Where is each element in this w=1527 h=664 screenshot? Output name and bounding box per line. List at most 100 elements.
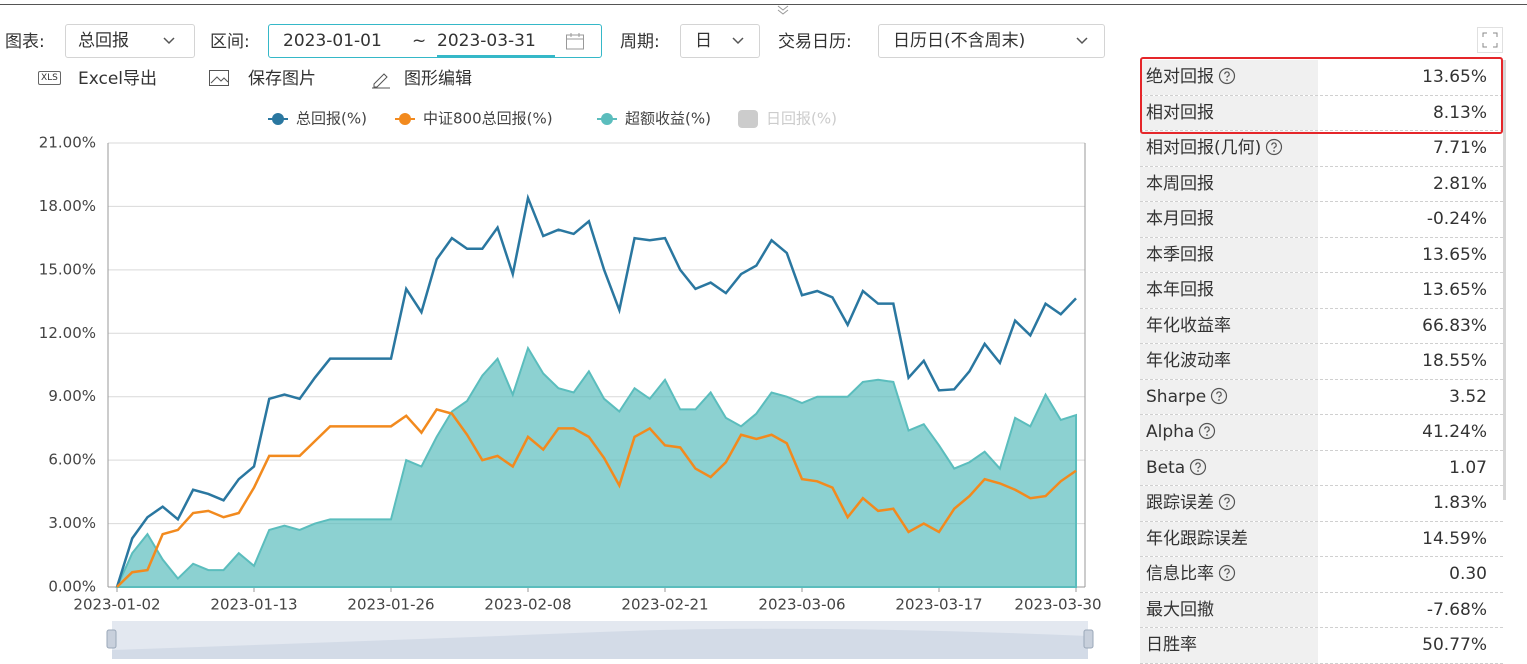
metric-row: 本季回报 13.65% — [1140, 237, 1503, 273]
metric-label-cell: 相对回报 — [1140, 95, 1318, 130]
area — [115, 345, 1077, 588]
date-end: 2023-03-31 — [437, 31, 536, 51]
help-icon[interactable] — [1198, 422, 1216, 440]
metric-value: -7.68% — [1426, 599, 1487, 620]
metric-row: 本月回报 -0.24% — [1140, 202, 1503, 238]
x-tick-label: 2023-02-08 — [484, 596, 571, 614]
metric-label: 相对回报(几何) — [1146, 138, 1262, 158]
active-underline — [437, 55, 555, 57]
metric-label: 相对回报 — [1146, 102, 1214, 123]
x-tick-label: 2023-01-26 — [347, 596, 434, 614]
metric-value: 1.07 — [1449, 457, 1487, 478]
metric-label-cell: 最大回撤 — [1140, 592, 1318, 627]
fullscreen-icon[interactable] — [1477, 27, 1503, 53]
metric-value: 13.65% — [1422, 244, 1487, 265]
select-text: 日 — [695, 31, 712, 51]
metric-row: 本年回报 13.65% — [1140, 273, 1503, 309]
legend-label: 超额收益(%) — [625, 110, 711, 128]
metric-row: 年化波动率 18.55% — [1140, 344, 1503, 380]
metric-row: Beta 1.07 — [1140, 450, 1503, 486]
collapse-icon[interactable] — [775, 4, 791, 16]
metric-label: Beta — [1146, 457, 1186, 478]
metric-label: 最大回撤 — [1146, 599, 1214, 620]
metric-value: 41.24% — [1422, 422, 1487, 442]
metric-label-cell: Alpha — [1140, 415, 1318, 450]
help-icon[interactable] — [1189, 458, 1207, 476]
date-start: 2023-01-01 — [283, 31, 382, 51]
metric-label-cell: 本年回报 — [1140, 273, 1318, 308]
help-icon[interactable] — [1210, 387, 1228, 405]
line — [116, 407, 1077, 588]
label: 区间: — [210, 32, 250, 52]
metric-label: 年化收益率 — [1146, 315, 1231, 336]
highlight-box — [1140, 57, 1503, 134]
y-tick-label: 12.00% — [39, 324, 96, 342]
select[interactable]: 日历日(不含周末) — [878, 24, 1105, 58]
metric-row: 相对回报 8.13% — [1140, 95, 1503, 131]
y-tick-label: 21.00% — [39, 134, 96, 152]
zoom-handle[interactable] — [1083, 629, 1094, 649]
metric-label-cell: 年化收益率 — [1140, 308, 1318, 343]
metric-row: Sharpe 3.52 — [1140, 379, 1503, 415]
select[interactable]: 日 — [680, 24, 760, 58]
x-tick-label: 2023-03-17 — [895, 596, 982, 614]
metric-label-cell: 跟踪误差 — [1140, 486, 1318, 521]
xls-icon: XLS — [38, 71, 61, 85]
date-range[interactable]: 2023-01-01 ~ 2023-03-31 — [268, 24, 602, 58]
zoom-handle[interactable] — [106, 629, 117, 649]
metric-label-cell: 日胜率 — [1140, 628, 1318, 663]
label: 交易日历: — [778, 32, 852, 52]
y-tick-label: 9.00% — [48, 387, 96, 405]
metric-value: 66.83% — [1422, 315, 1487, 336]
metric-label-cell: 相对回报(几何) — [1140, 131, 1318, 166]
image-icon — [209, 70, 229, 86]
y-tick-label: 18.00% — [39, 197, 96, 215]
metric-label: 本年回报 — [1146, 280, 1214, 300]
date-sep: ~ — [412, 31, 427, 51]
metric-label: 本季回报 — [1146, 244, 1214, 265]
help-icon[interactable] — [1265, 138, 1283, 156]
metric-value: 3.52 — [1449, 386, 1487, 407]
select[interactable]: 总回报 — [65, 24, 195, 58]
legend-label: 日回报(%) — [766, 110, 837, 128]
action[interactable]: 保存图片 — [248, 69, 316, 89]
help-icon[interactable] — [1218, 493, 1236, 511]
y-tick-label: 6.00% — [48, 451, 96, 469]
metric-label-cell: 绝对回报 — [1140, 60, 1318, 95]
metric-label-cell: 本月回报 — [1140, 202, 1318, 237]
metric-label-cell: 年化跟踪误差 — [1140, 521, 1318, 556]
zoom-preview — [112, 628, 1088, 659]
metric-label: Alpha — [1146, 422, 1195, 442]
metric-label: 日胜率 — [1146, 635, 1197, 655]
chevron — [1076, 37, 1088, 45]
metric-label-cell: Sharpe — [1140, 379, 1318, 414]
action[interactable]: Excel导出 — [78, 69, 158, 89]
metric-label: 本周回报 — [1146, 173, 1214, 194]
select-text: 总回报 — [78, 31, 129, 51]
legend-marker — [738, 110, 758, 128]
x-tick-label: 2023-03-06 — [758, 596, 845, 614]
calendar-icon — [566, 33, 584, 50]
legend-label: 中证800总回报(%) — [423, 110, 553, 128]
top-border — [0, 4, 1527, 5]
metric-label-cell: Beta — [1140, 450, 1318, 485]
help-icon[interactable] — [1218, 564, 1236, 582]
metric-row: 本周回报 2.81% — [1140, 166, 1503, 202]
edit-icon — [372, 73, 390, 89]
metric-label-cell: 年化波动率 — [1140, 344, 1318, 379]
help-icon[interactable] — [1218, 67, 1236, 85]
legend-marker — [272, 113, 284, 125]
metric-value: 18.55% — [1422, 351, 1487, 371]
label: 周期: — [620, 32, 660, 52]
metric-row: 绝对回报 13.65% — [1140, 60, 1503, 96]
chevron — [163, 37, 175, 45]
select-text: 日历日(不含周末) — [893, 31, 1026, 51]
metric-label-cell: 本季回报 — [1140, 237, 1318, 272]
metric-value: 1.83% — [1432, 493, 1487, 513]
metric-label: Sharpe — [1146, 386, 1207, 407]
metric-label: 跟踪误差 — [1146, 493, 1214, 513]
action[interactable]: 图形编辑 — [404, 69, 472, 89]
x-tick-label: 2023-03-30 — [1014, 596, 1101, 614]
metric-label-cell: 本周回报 — [1140, 166, 1318, 201]
legend-marker — [399, 113, 411, 125]
